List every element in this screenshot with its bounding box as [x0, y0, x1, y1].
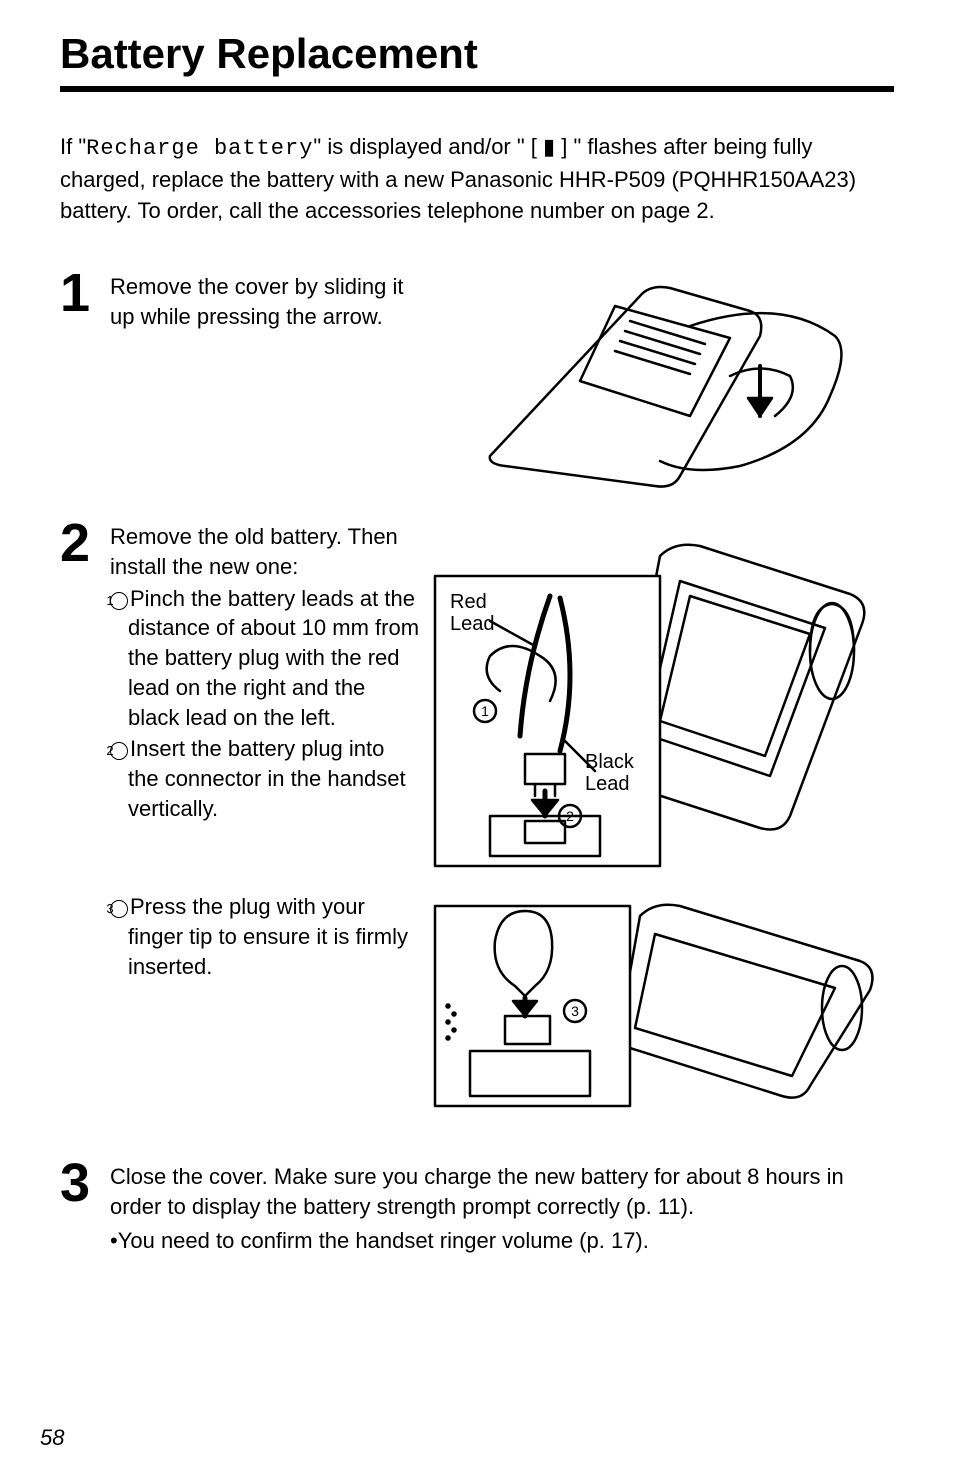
label-black-lead: Black	[585, 751, 635, 773]
step-2-sub2: 2Insert the battery plug into the connec…	[110, 734, 420, 823]
label-red-lead: Red	[450, 591, 487, 613]
step-2-text: Remove the old battery. Then install the…	[110, 516, 420, 876]
step-1-figure	[430, 266, 894, 496]
step-1: 1 Remove the cover by sliding it up whil…	[60, 266, 894, 496]
step-2: 2 Remove the old battery. Then install t…	[60, 516, 894, 876]
step-3-main: Close the cover. Make sure you charge th…	[110, 1162, 894, 1221]
step-2-i2-text: Insert the battery plug into the connect…	[128, 736, 406, 820]
step-3-bullet: •You need to confirm the handset ringer …	[110, 1226, 894, 1256]
intro-paragraph: If "Recharge battery" is displayed and/o…	[60, 132, 894, 226]
step-2-lead: Remove the old battery. Then install the…	[110, 522, 420, 581]
circled-3-icon: 3	[110, 900, 128, 918]
step-2-figure-b: 3	[430, 886, 894, 1116]
step-3-text: Close the cover. Make sure you charge th…	[110, 1156, 894, 1255]
intro-mono: Recharge battery	[86, 136, 313, 161]
step-3-number: 3	[60, 1156, 110, 1210]
step-2-sub1: 1Pinch the battery leads at the distance…	[110, 584, 420, 732]
step-1-text: Remove the cover by sliding it up while …	[110, 266, 420, 496]
svg-text:Lead: Lead	[450, 613, 495, 635]
page-number: 58	[40, 1425, 64, 1451]
circled-2-icon: 2	[110, 742, 128, 760]
step-2-figure-a: 1 2 Red Lead Black Lead	[430, 516, 894, 876]
svg-text:Lead: Lead	[585, 773, 630, 795]
step-2-number: 2	[60, 516, 110, 570]
step-2-sub3: 3Press the plug with your finger tip to …	[110, 886, 420, 1116]
step-3: 3 Close the cover. Make sure you charge …	[60, 1156, 894, 1255]
step-2-i1-text: Pinch the battery leads at the distance …	[128, 586, 419, 730]
title-rule	[60, 86, 894, 92]
svg-text:2: 2	[566, 808, 574, 824]
page-title: Battery Replacement	[60, 30, 894, 78]
svg-text:3: 3	[571, 1003, 579, 1019]
step-1-number: 1	[60, 266, 110, 320]
intro-part1: If "	[60, 134, 86, 159]
step-2-i3-text: Press the plug with your finger tip to e…	[128, 894, 408, 978]
svg-text:1: 1	[481, 703, 489, 719]
circled-1-icon: 1	[110, 592, 128, 610]
step-2-row-b: 3Press the plug with your finger tip to …	[60, 886, 894, 1116]
